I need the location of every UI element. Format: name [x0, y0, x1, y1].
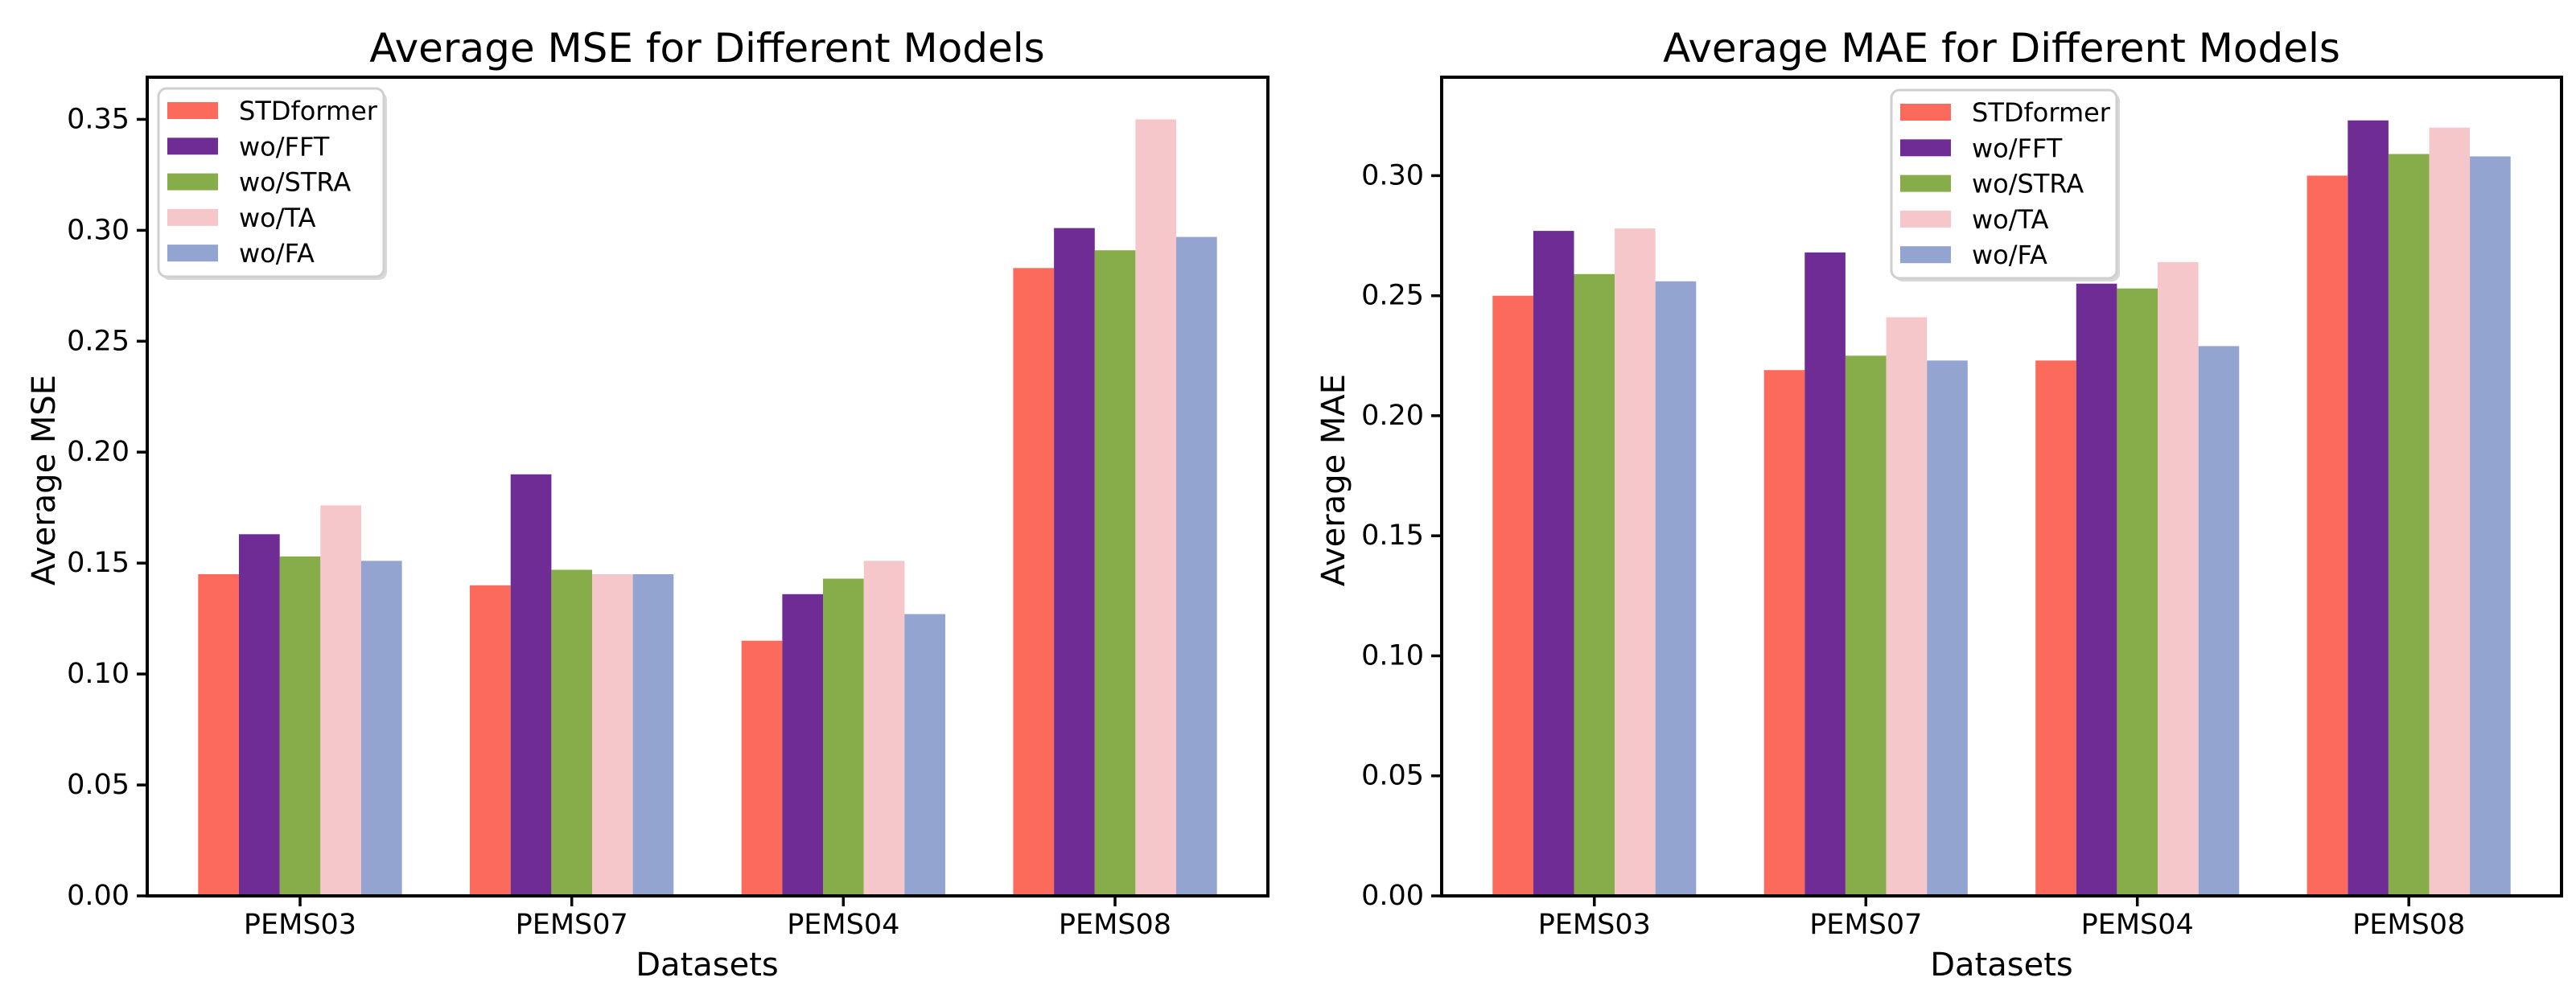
bar-wo-STRA-PEMS03	[279, 556, 321, 896]
mse-x-axis-label: Datasets	[636, 947, 779, 984]
bar-wo-FA-PEMS03	[1655, 281, 1697, 896]
bar-wo-TA-PEMS07	[1886, 317, 1928, 896]
bar-wo-TA-PEMS03	[1615, 228, 1656, 897]
mae-y-axis-label: Average MAE	[1315, 373, 1352, 587]
bar-wo-STRA-PEMS04	[823, 578, 864, 896]
bar-wo-TA-PEMS04	[863, 561, 905, 896]
legend-swatch-wo-TA	[1900, 210, 1951, 228]
legend-swatch-STDformer	[167, 102, 218, 119]
bar-STDformer-PEMS08	[1013, 268, 1055, 896]
mse-y-tick-label: 0.30	[67, 214, 130, 246]
legend-label-wo-FFT: wo/FFT	[239, 131, 330, 162]
legend-swatch-wo-STRA	[167, 173, 218, 191]
legend-label-wo-FA: wo/FA	[239, 238, 315, 269]
mse-x-tick-label-PEMS07: PEMS07	[516, 909, 628, 941]
mse-y-tick-label: 0.35	[67, 103, 130, 135]
legend-label-wo-STRA: wo/STRA	[1972, 169, 2084, 199]
bar-wo-STRA-PEMS03	[1574, 273, 1615, 896]
bar-wo-FA-PEMS08	[1176, 236, 1217, 897]
legend-swatch-wo-FA	[1900, 246, 1951, 264]
bar-wo-TA-PEMS04	[2158, 261, 2199, 896]
mse-x-tick-label-PEMS03: PEMS03	[244, 909, 356, 941]
bar-STDformer-PEMS04	[2035, 360, 2076, 896]
mae-x-tick-label-PEMS03: PEMS03	[1538, 909, 1651, 941]
mse-x-tick-label-PEMS08: PEMS08	[1059, 909, 1171, 941]
legend-label-wo-TA: wo/TA	[239, 203, 316, 233]
mae-y-tick-label: 0.10	[1361, 640, 1424, 672]
bar-STDformer-PEMS03	[198, 574, 239, 896]
mse-y-tick-label: 0.10	[67, 658, 130, 690]
bar-wo-FFT-PEMS04	[782, 594, 824, 896]
mae-y-tick-label: 0.15	[1361, 520, 1424, 552]
bar-STDformer-PEMS07	[470, 585, 511, 896]
bar-wo-STRA-PEMS08	[2388, 154, 2430, 896]
mae-x-tick-label-PEMS04: PEMS04	[2081, 909, 2194, 941]
mae-chart: 0.00 0.05 0.10 0.15 0.20 0.25 0.30 PEMS03 PEMS07…	[1361, 76, 2563, 941]
mse-x-tick-label-PEMS04: PEMS04	[787, 909, 899, 941]
bar-STDformer-PEMS03	[1492, 295, 1533, 896]
bar-wo-STRA-PEMS08	[1094, 250, 1136, 896]
mae-y-tick-label: 0.25	[1361, 280, 1424, 312]
mse-y-tick-label: 0.00	[67, 880, 130, 912]
bar-wo-FFT-PEMS04	[2076, 283, 2117, 896]
mae-chart-title: Average MAE for Different Models	[1663, 25, 2340, 72]
bar-wo-TA-PEMS08	[1135, 119, 1177, 896]
bar-STDformer-PEMS07	[1763, 370, 1805, 896]
legend-swatch-STDformer	[1900, 104, 1951, 121]
mae-y-tick-label: 0.20	[1361, 400, 1424, 432]
bar-wo-STRA-PEMS04	[2117, 288, 2158, 896]
bar-wo-STRA-PEMS07	[551, 569, 592, 896]
bar-wo-FA-PEMS04	[2198, 346, 2240, 896]
mse-y-tick-label: 0.05	[67, 769, 130, 801]
mae-x-tick-label-PEMS07: PEMS07	[1809, 909, 1922, 941]
mse-y-axis-label: Average MSE	[26, 374, 63, 586]
mae-y-tick-label: 0.30	[1361, 159, 1424, 191]
legend-swatch-wo-FFT	[1900, 139, 1951, 157]
bar-wo-FFT-PEMS07	[510, 474, 552, 896]
mae-axes-spines	[1440, 76, 2563, 897]
legend-label-STDformer: STDformer	[1972, 97, 2111, 128]
legend-swatch-wo-STRA	[1900, 175, 1951, 192]
mse-chart: 0.00 0.05 0.10 0.15 0.20 0.25 0.30 0.35 PEMS03 PE…	[67, 76, 1269, 941]
mse-legend-box	[157, 87, 385, 278]
mae-y-tick-label: 0.00	[1361, 880, 1424, 912]
legend-label-wo-FFT: wo/FFT	[1972, 133, 2063, 163]
bar-wo-FFT-PEMS08	[2348, 120, 2389, 896]
bar-wo-FFT-PEMS03	[1533, 231, 1574, 897]
bar-wo-FFT-PEMS07	[1804, 252, 1846, 896]
bar-wo-FA-PEMS07	[632, 574, 674, 896]
mae-legend-box	[1890, 88, 2118, 280]
bar-wo-STRA-PEMS07	[1846, 355, 1887, 896]
mse-y-tick-label: 0.20	[67, 436, 130, 468]
bar-wo-FA-PEMS04	[904, 614, 945, 896]
mae-x-tick-label-PEMS08: PEMS08	[2352, 909, 2465, 941]
mae-x-axis-label: Datasets	[1930, 947, 2073, 984]
bar-wo-TA-PEMS03	[320, 505, 361, 896]
mse-axes-spines	[146, 76, 1269, 897]
mae-y-tick-label: 0.05	[1361, 760, 1424, 792]
legend-swatch-wo-FFT	[167, 138, 218, 155]
bar-wo-FA-PEMS03	[360, 561, 402, 896]
bar-wo-FA-PEMS07	[1927, 360, 1968, 896]
bar-STDformer-PEMS04	[741, 640, 783, 896]
legend-label-wo-STRA: wo/STRA	[239, 167, 351, 198]
legend-label-wo-TA: wo/TA	[1972, 204, 2049, 235]
legend-label-wo-FA: wo/FA	[1972, 240, 2047, 270]
mse-chart-title: Average MSE for Different Models	[369, 25, 1045, 72]
bar-wo-FFT-PEMS03	[239, 534, 280, 896]
mse-y-tick-label: 0.15	[67, 547, 130, 579]
bar-wo-FFT-PEMS08	[1054, 228, 1095, 897]
bar-STDformer-PEMS08	[2306, 175, 2348, 896]
bar-wo-TA-PEMS08	[2429, 127, 2471, 896]
bar-wo-FA-PEMS08	[2470, 156, 2511, 896]
legend-swatch-wo-TA	[167, 208, 218, 226]
mse-y-tick-label: 0.25	[67, 325, 130, 357]
legend-label-STDformer: STDformer	[239, 96, 378, 126]
legend-swatch-wo-FA	[167, 244, 218, 262]
bar-wo-TA-PEMS07	[592, 574, 633, 896]
